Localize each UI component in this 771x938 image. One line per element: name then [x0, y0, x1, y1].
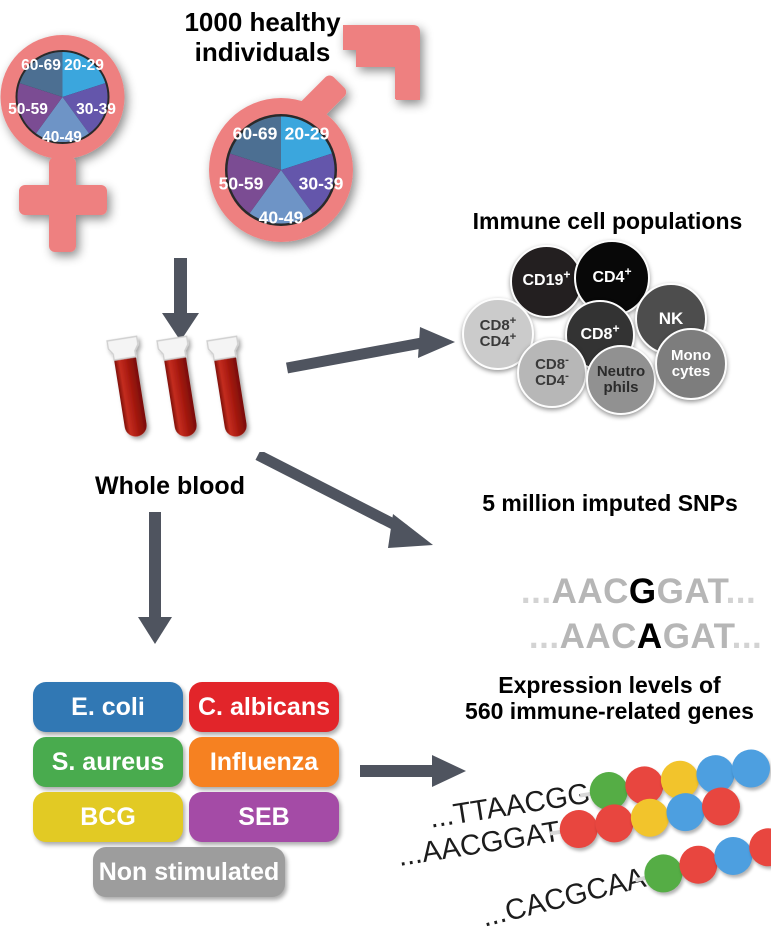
gene-bead: [557, 807, 601, 851]
tube-2: [156, 335, 197, 437]
blood-tubes: [100, 330, 270, 460]
snp-prefix: ...: [520, 572, 552, 611]
pie-slice-50-59: [227, 153, 281, 214]
arrow-right-blood-to-immune-cells: [285, 320, 460, 380]
pie-slice-40-49: [249, 170, 313, 224]
cell-label-neutrophils: Neutro phils: [596, 363, 646, 396]
pie-slice-60-69: [19, 52, 63, 97]
cell-label-cd8p-cd4p: CD8+ CD4+: [479, 315, 517, 350]
pie-slice-20-29: [62, 52, 106, 97]
stim-label: Influenza: [209, 747, 319, 776]
gene-bead: [592, 801, 637, 846]
stimulation-panel: E. coli C. albicans S. aureus Influenza …: [33, 682, 343, 897]
cohort-heading: 1000 healthy individuals: [184, 7, 341, 67]
stim-pill-seb[interactable]: SEB: [189, 792, 339, 842]
cell-label-cd8: CD8+: [580, 321, 620, 343]
male-age-pie: [227, 116, 335, 224]
stim-pill-s-aureus[interactable]: S. aureus: [33, 737, 183, 787]
pie-label-30-39: 30-39: [299, 174, 344, 194]
arrow-down-cohort-to-blood: [150, 258, 210, 344]
stim-pill-bcg[interactable]: BCG: [33, 792, 183, 842]
stim-label: Non stimulated: [98, 857, 280, 886]
female-age-pie: [17, 52, 108, 143]
stim-label: SEB: [238, 802, 290, 831]
female-pie-labels: 20-29 30-39 40-49 50-59 60-69: [8, 57, 116, 146]
snp-right: GAT: [662, 617, 732, 656]
male-pie-labels: 20-29 30-39 40-49 50-59 60-69: [219, 124, 344, 228]
pie-label-40-49: 40-49: [259, 208, 304, 228]
stim-label: E. coli: [71, 692, 145, 721]
snp-heading: 5 million imputed SNPs: [482, 490, 738, 516]
snp-prefix: ...: [528, 617, 560, 656]
snp-sequences: ...AACGGAT... ...AACAGAT...: [480, 532, 762, 656]
cell-neutrophils: Neutro phils: [586, 345, 656, 415]
genes-heading: Expression levels of 560 immune-related …: [465, 672, 754, 725]
gene-bead: [628, 796, 672, 840]
cell-cd8n-cd4n: CD8- CD4-: [517, 338, 587, 408]
cell-label-monocytes: Mono cytes: [671, 347, 711, 380]
arrow-diagonal-blood-to-snps: [255, 450, 455, 562]
whole-blood-label: Whole blood: [95, 472, 245, 500]
pie-slice-30-39: [62, 83, 108, 134]
pie-slice-50-59: [17, 83, 63, 134]
arrow-down-blood-to-stimulation: [125, 512, 185, 647]
gene-strands: ...TTAACGG ...AACGGAT ...CACGCAA: [396, 740, 771, 934]
pie-label-30-39: 30-39: [76, 101, 116, 118]
female-gender-symbol: 20-29 30-39 40-49 50-59 60-69: [0, 2, 200, 260]
stim-pill-non-stimulated[interactable]: Non stimulated: [93, 847, 285, 897]
pie-slice-40-49: [36, 97, 89, 143]
pie-label-20-29: 20-29: [285, 124, 330, 144]
cell-cd19: CD19+: [510, 245, 583, 318]
immune-cell-cluster: CD19+ CD4+ NK CD8+ CD4+ CD8+ CD8- CD4- N…: [455, 240, 760, 420]
cell-label-nk: NK: [658, 309, 684, 329]
snp-variant: A: [636, 617, 663, 656]
stim-pill-c-albicans[interactable]: C. albicans: [189, 682, 339, 732]
cell-label-cd4: CD4+: [592, 264, 632, 286]
pie-slice-30-39: [281, 153, 335, 214]
immune-heading: Immune cell populations: [472, 208, 743, 234]
arrow-right-stimulation-to-genes: [360, 752, 470, 792]
pie-label-50-59: 50-59: [8, 101, 48, 118]
stim-pill-e-coli[interactable]: E. coli: [33, 682, 183, 732]
snp-suffix: ...: [731, 617, 763, 656]
pie-label-50-59: 50-59: [219, 174, 264, 194]
male-gender-symbol: 20-29 30-39 40-49 50-59 60-69: [196, 22, 431, 262]
snp-left: AAC: [551, 572, 629, 611]
stim-label: BCG: [80, 802, 136, 831]
gene-sequence: ...CACGCAA: [478, 861, 649, 934]
snp-variant: G: [628, 572, 657, 611]
tube-3: [206, 335, 247, 437]
pie-slice-20-29: [281, 116, 332, 170]
snp-row: ...AACAGAT...: [488, 577, 762, 697]
pie-slice-60-69: [230, 116, 281, 170]
snp-row: ...AACGGAT...: [480, 532, 756, 652]
snp-right: GAT: [656, 572, 726, 611]
stim-label: S. aureus: [51, 747, 165, 776]
cell-monocytes: Mono cytes: [655, 328, 727, 400]
tube-1: [106, 335, 147, 437]
pie-label-40-49: 40-49: [42, 129, 82, 146]
pie-label-60-69: 60-69: [21, 57, 61, 74]
pie-label-60-69: 60-69: [233, 124, 278, 144]
stim-label: C. albicans: [198, 692, 330, 721]
gene-bead: [699, 784, 743, 829]
cell-label-cd8n-cd4n: CD8- CD4-: [535, 354, 569, 389]
pie-label-20-29: 20-29: [64, 57, 104, 74]
snp-left: AAC: [559, 617, 637, 656]
snp-suffix: ...: [725, 572, 757, 611]
stim-pill-influenza[interactable]: Influenza: [189, 737, 339, 787]
gene-bead: [663, 790, 708, 834]
cell-label-cd19: CD19+: [522, 267, 571, 290]
